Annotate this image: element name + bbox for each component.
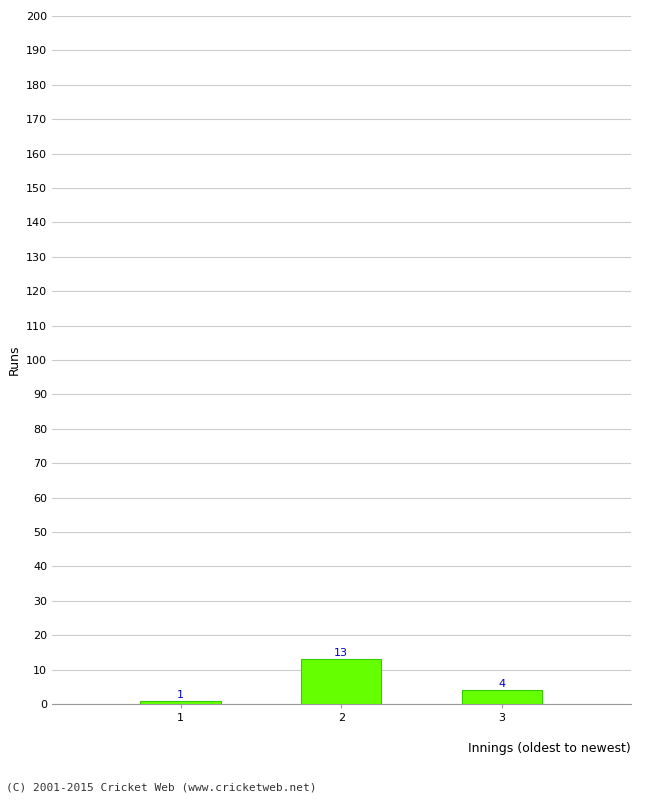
Bar [140, 701, 221, 704]
Y-axis label: Runs: Runs [7, 345, 20, 375]
Bar [462, 690, 542, 704]
Text: 1: 1 [177, 690, 184, 699]
Text: 13: 13 [334, 648, 348, 658]
Text: 4: 4 [499, 679, 506, 690]
Bar [301, 659, 382, 704]
Text: (C) 2001-2015 Cricket Web (www.cricketweb.net): (C) 2001-2015 Cricket Web (www.cricketwe… [6, 782, 317, 792]
Text: Innings (oldest to newest): Innings (oldest to newest) [468, 742, 630, 755]
